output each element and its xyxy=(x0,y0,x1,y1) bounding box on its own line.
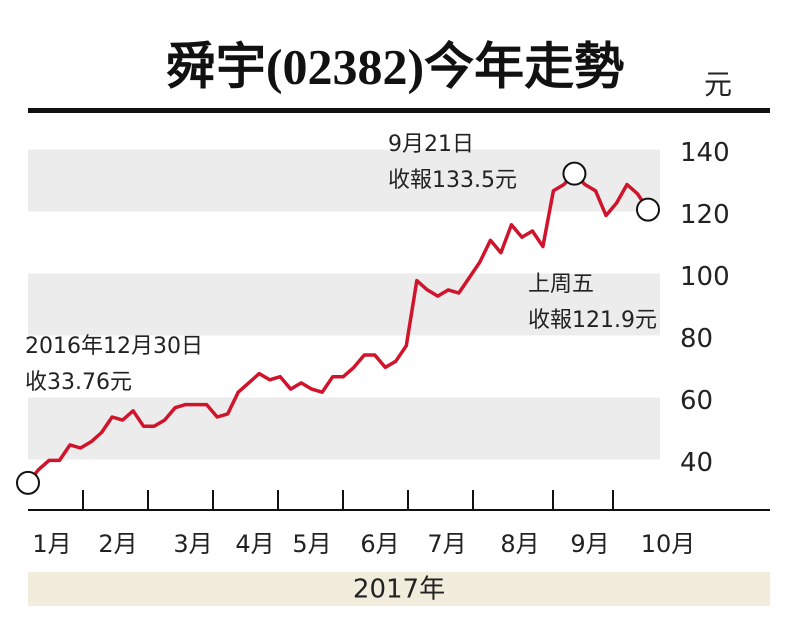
y-tick-label: 120 xyxy=(680,200,730,230)
y-tick-label: 80 xyxy=(680,324,713,354)
grid-band xyxy=(28,149,660,212)
annotation: 2016年12月30日 xyxy=(25,334,203,359)
y-tick-label: 100 xyxy=(680,262,730,292)
x-tick-label: 3月 xyxy=(173,530,212,558)
y-tick-label: 60 xyxy=(680,386,713,416)
highlight-point xyxy=(636,197,660,222)
grid-band xyxy=(28,273,660,336)
x-tick-label: 6月 xyxy=(360,530,399,558)
year-band xyxy=(28,572,770,606)
title-rule xyxy=(28,108,770,113)
highlight-point xyxy=(562,161,587,186)
annotation: 收報121.9元 xyxy=(528,308,657,333)
annotation: 收報133.5元 xyxy=(388,168,517,193)
annotation: 上周五 xyxy=(528,272,594,297)
x-tick-label: 4月 xyxy=(235,530,274,558)
x-tick-label: 8月 xyxy=(500,530,539,558)
x-tick-label: 9月 xyxy=(570,530,609,558)
highlight-point xyxy=(16,470,40,495)
x-tick-label: 7月 xyxy=(427,530,466,558)
chart-title: 舜宇(02382)今年走勢 xyxy=(166,38,624,94)
y-tick-label: 140 xyxy=(680,138,730,168)
price-line xyxy=(26,171,650,484)
annotation: 收33.76元 xyxy=(25,370,132,395)
x-tick-label: 5月 xyxy=(292,530,331,558)
unit-label: 元 xyxy=(704,68,732,101)
x-axis-label: 2017年 xyxy=(353,575,445,605)
x-tick-label: 1月 xyxy=(32,530,71,558)
grid-band xyxy=(28,397,660,460)
x-tick-label: 10月 xyxy=(641,530,696,558)
y-tick-label: 40 xyxy=(680,448,713,478)
annotation: 9月21日 xyxy=(388,132,474,157)
x-tick-label: 2月 xyxy=(98,530,137,558)
